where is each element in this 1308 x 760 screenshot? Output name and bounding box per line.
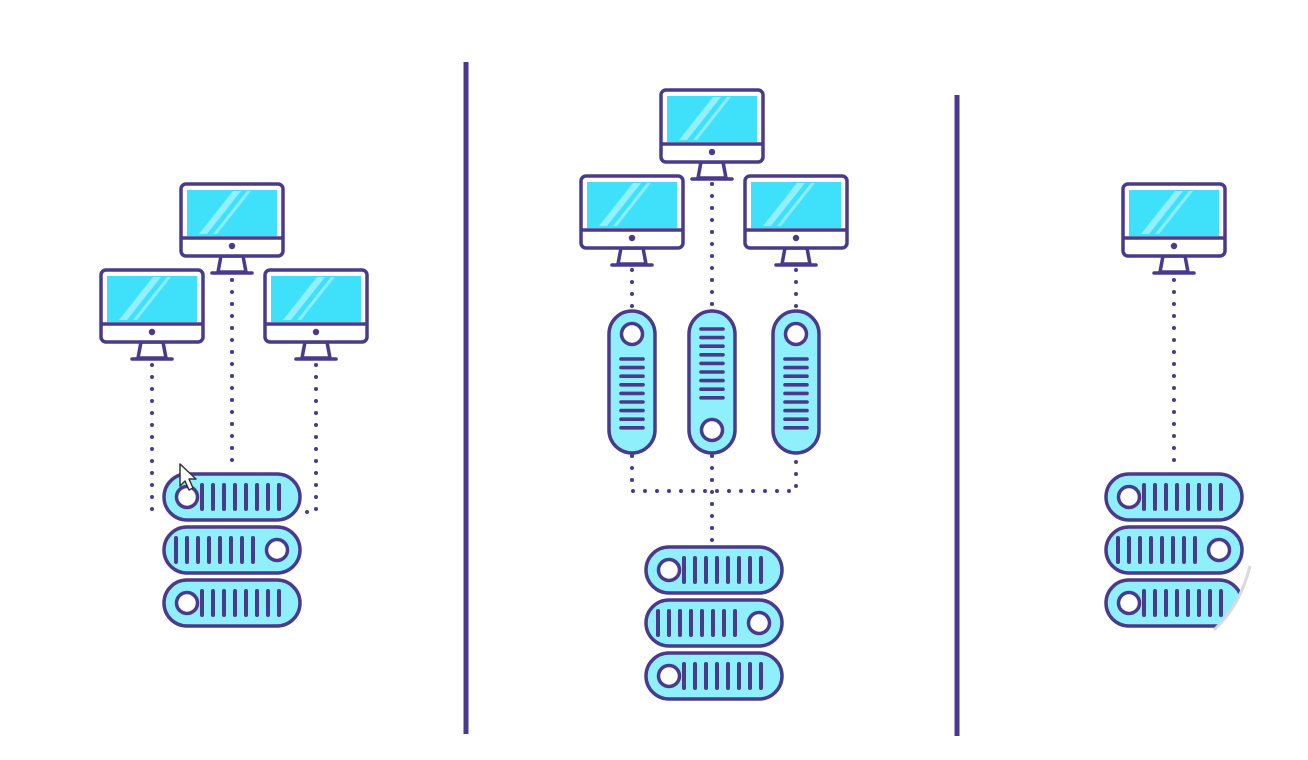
server-rack-icon-unit-3 — [644, 651, 784, 701]
monitor-icon — [659, 88, 765, 181]
connection-lines — [150, 182, 1176, 548]
server-rack-icon-unit-2 — [1104, 525, 1244, 575]
vertical-server-icon — [607, 309, 657, 455]
server-rack-icon-unit-1 — [1104, 472, 1244, 522]
server-rack-icon — [1104, 472, 1244, 628]
diagram-objects — [99, 62, 1244, 736]
server-rack-icon — [162, 472, 302, 628]
overlay — [179, 463, 1256, 632]
connection-line-right-monitor — [296, 363, 318, 514]
page-curl — [1212, 556, 1256, 632]
page-curl-edge — [1212, 565, 1252, 632]
server-rack-icon-unit-3 — [1104, 578, 1244, 628]
server-rack-icon-unit-2 — [644, 598, 784, 648]
server-rack-icon-unit-2 — [162, 525, 302, 575]
server-rack-icon-unit-1 — [644, 545, 784, 595]
connection-line-relay-bus — [630, 454, 798, 493]
mouse-cursor-icon — [179, 463, 197, 491]
monitor-icon — [263, 268, 369, 361]
server-rack-icon — [644, 545, 784, 701]
server-rack-icon-unit-3 — [162, 578, 302, 628]
monitor-icon — [1121, 182, 1227, 275]
vertical-server-icon — [771, 309, 821, 455]
monitor-icon — [179, 182, 285, 275]
monitor-icon — [99, 268, 205, 361]
server-rack-icon-unit-1 — [162, 472, 302, 522]
monitor-icon — [743, 174, 849, 267]
monitor-icon — [579, 174, 685, 267]
vertical-server-icon — [687, 309, 737, 455]
